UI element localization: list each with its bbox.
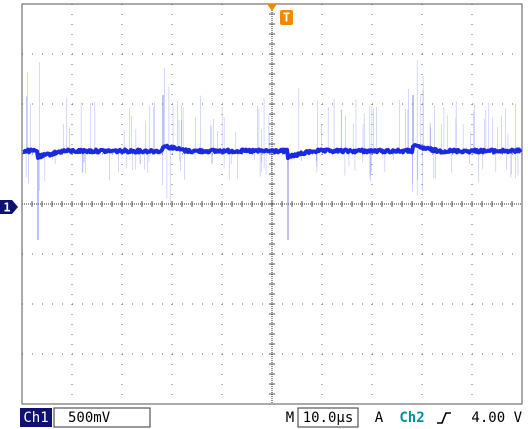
time-box: [297, 407, 359, 428]
graticule: [21, 3, 523, 405]
status-bar: Ch1 500mV M 10.0µs A Ch2 4.00 V: [20, 407, 523, 428]
trigger-marker-box: [280, 10, 293, 25]
time-per-div: 10.0µs: [303, 410, 354, 426]
channel-marker: 1: [3, 201, 10, 215]
volts-box: [53, 407, 151, 428]
trigger-position-arrow: [267, 4, 277, 11]
trigger-slope: [437, 412, 451, 424]
trigger-marker: T: [283, 11, 290, 25]
trigger-level: 4.00 V: [471, 410, 522, 426]
channel-label: Ch1: [23, 410, 48, 426]
timebase-label: M: [286, 410, 294, 426]
trace-line: [22, 143, 523, 161]
channel-marker-box: [0, 200, 18, 214]
volts-per-div: 500mV: [68, 410, 111, 426]
trigger-source: Ch2: [399, 410, 424, 426]
waveform: [22, 60, 523, 240]
channel-box: [20, 408, 52, 427]
trigger-mode: A: [375, 410, 384, 426]
